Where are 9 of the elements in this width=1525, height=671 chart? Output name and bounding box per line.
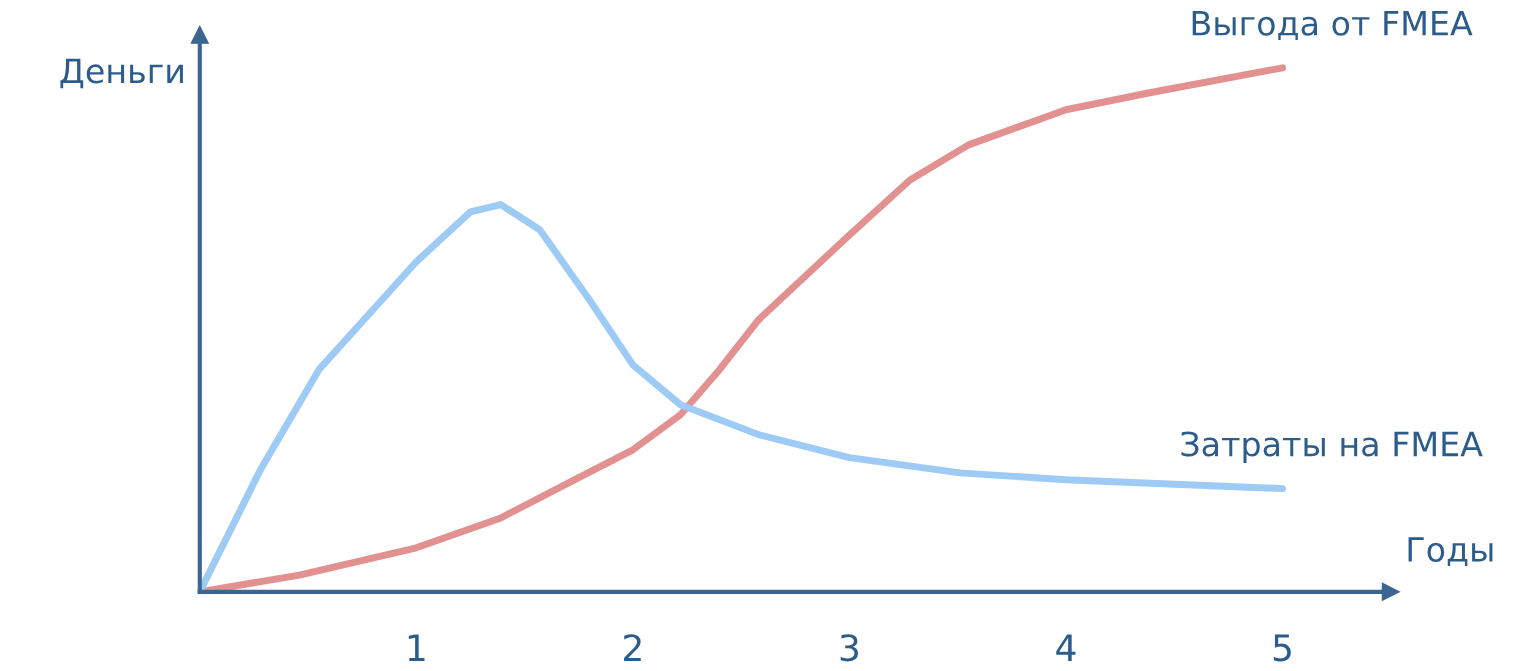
x-tick-label: 3 [840,634,859,662]
series-label: Выгода от FMEA [1192,11,1473,40]
x-tick-label: 1 [408,634,425,661]
series-label: Затраты на FMEA [1181,431,1483,464]
x-tick-label: 2 [624,634,641,661]
x-tick-label: 4 [1056,634,1076,661]
x-axis-title: Годы [1408,537,1493,567]
y-axis-title: Деньги [60,58,183,89]
x-tick-label: 5 [1273,634,1291,662]
